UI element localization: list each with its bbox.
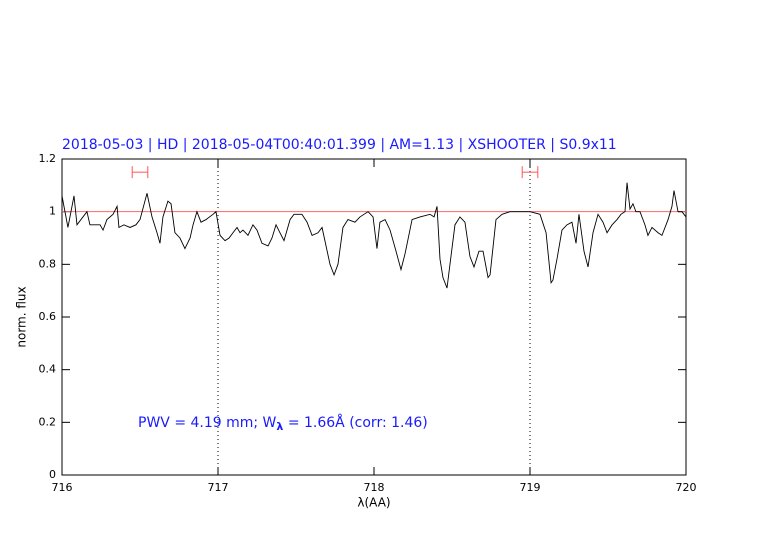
annotation: PWV = 4.19 mm; Wλ = 1.66Å (corr: 1.46) (138, 414, 428, 433)
window-marker (521, 166, 539, 179)
annotation-part: λ (276, 420, 283, 433)
y-tick-label: 1 (49, 205, 56, 218)
y-axis-label: norm. flux (15, 286, 29, 347)
y-tick-label: 0 (49, 468, 56, 481)
chart-title: 2018-05-03 | HD | 2018-05-04T00:40:01.39… (62, 137, 617, 153)
y-tick-label: 0.4 (39, 363, 57, 376)
x-tick-label: 720 (676, 481, 697, 494)
y-tick-label: 0.2 (39, 415, 57, 428)
x-tick-label: 718 (364, 481, 385, 494)
y-tick-label: 0.6 (39, 310, 57, 323)
x-axis-label: λ(AA) (357, 496, 390, 510)
spectrum-line (61, 182, 687, 289)
x-tick-label: 719 (520, 481, 541, 494)
y-tick-label: 0.8 (39, 257, 57, 270)
annotation-part: PWV = 4.19 mm; W (138, 415, 277, 431)
window-marker (131, 166, 149, 179)
y-tick-label: 1.2 (39, 152, 57, 165)
x-tick-label: 717 (208, 481, 229, 494)
x-tick-label: 716 (52, 481, 73, 494)
annotation-part: = 1.66Å (corr: 1.46) (283, 414, 427, 431)
